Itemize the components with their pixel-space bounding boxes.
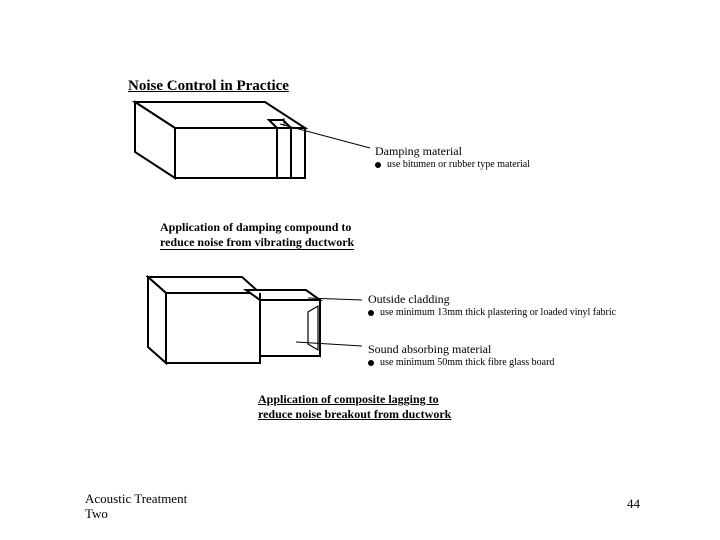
- figure-2: Outside cladding use minimum 13mm thick …: [0, 0, 720, 540]
- figure-2-label-1: Outside cladding use minimum 13mm thick …: [368, 292, 628, 318]
- bullet-icon: [368, 310, 374, 316]
- footer-line2: Two: [85, 506, 187, 522]
- sound-absorbing-sub: use minimum 50mm thick fibre glass board: [368, 357, 628, 368]
- footer-line1: Acoustic Treatment: [85, 491, 187, 507]
- figure-2-label-2: Sound absorbing material use minimum 50m…: [368, 342, 628, 368]
- outside-cladding-sub: use minimum 13mm thick plastering or loa…: [368, 307, 628, 318]
- footer-left: Acoustic Treatment Two: [85, 491, 187, 522]
- figure-2-caption: Application of composite lagging to redu…: [258, 392, 451, 422]
- page-number: 44: [627, 496, 640, 512]
- figure-2-caption-line1: Application of composite lagging to: [258, 392, 451, 407]
- sound-absorbing-heading: Sound absorbing material: [368, 342, 628, 357]
- figure-2-svg: [0, 0, 720, 540]
- bullet-icon: [368, 360, 374, 366]
- outside-cladding-heading: Outside cladding: [368, 292, 628, 307]
- figure-2-caption-line2: reduce noise breakout from ductwork: [258, 407, 451, 422]
